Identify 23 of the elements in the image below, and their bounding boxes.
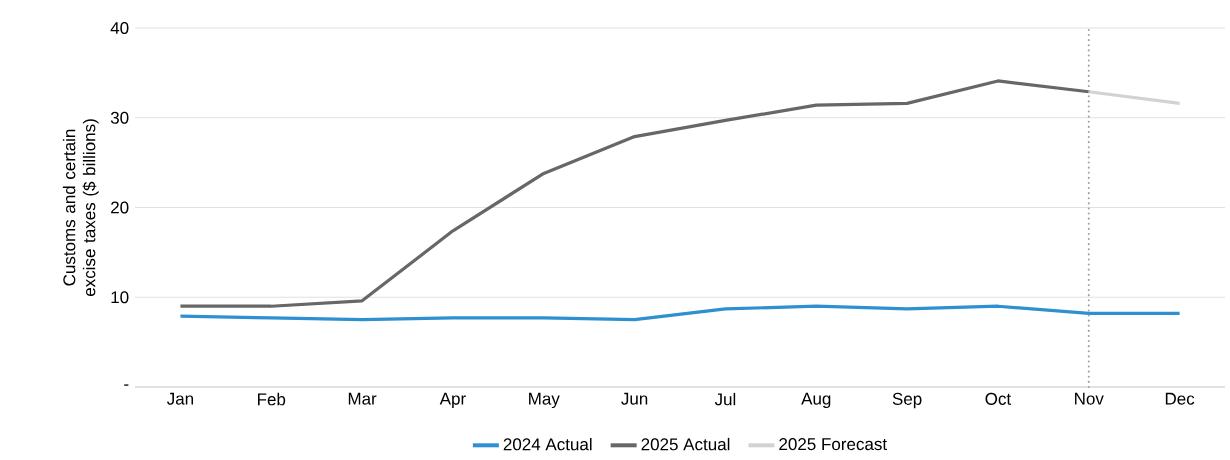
y-tick-label: 20: [111, 201, 129, 214]
y-tick-label: 40: [110, 21, 129, 35]
x-tick-label: May: [529, 392, 560, 409]
x-tick-label: Oct: [985, 392, 1012, 405]
x-tick-label: Jul: [714, 392, 736, 406]
line-series: [178, 304, 1182, 322]
x-tick-label: Jun: [621, 392, 648, 405]
x-tick-label: Sep: [892, 392, 922, 409]
y-tick-label: 30: [110, 111, 129, 124]
x-tick-label: Dec: [1165, 392, 1195, 405]
x-tick-label: Mar: [348, 392, 377, 405]
line-series: [178, 79, 1091, 308]
x-tick-label: Feb: [258, 392, 286, 406]
legend-label: 2025 Forecast: [779, 438, 887, 451]
x-tick-label: Apr: [439, 392, 466, 409]
y-tick-label: -: [124, 384, 129, 386]
legend-label: 2024 Actual: [503, 437, 592, 451]
legend-label: 2025 Actual: [641, 437, 730, 451]
x-tick-label: Nov: [1075, 392, 1104, 405]
x-tick-label: Jan: [166, 392, 194, 405]
y-tick-label: 10: [111, 291, 129, 304]
y-axis-title: Customs and certain excise taxes ($ billions): [62, 119, 99, 297]
x-tick-label: Aug: [801, 392, 831, 409]
